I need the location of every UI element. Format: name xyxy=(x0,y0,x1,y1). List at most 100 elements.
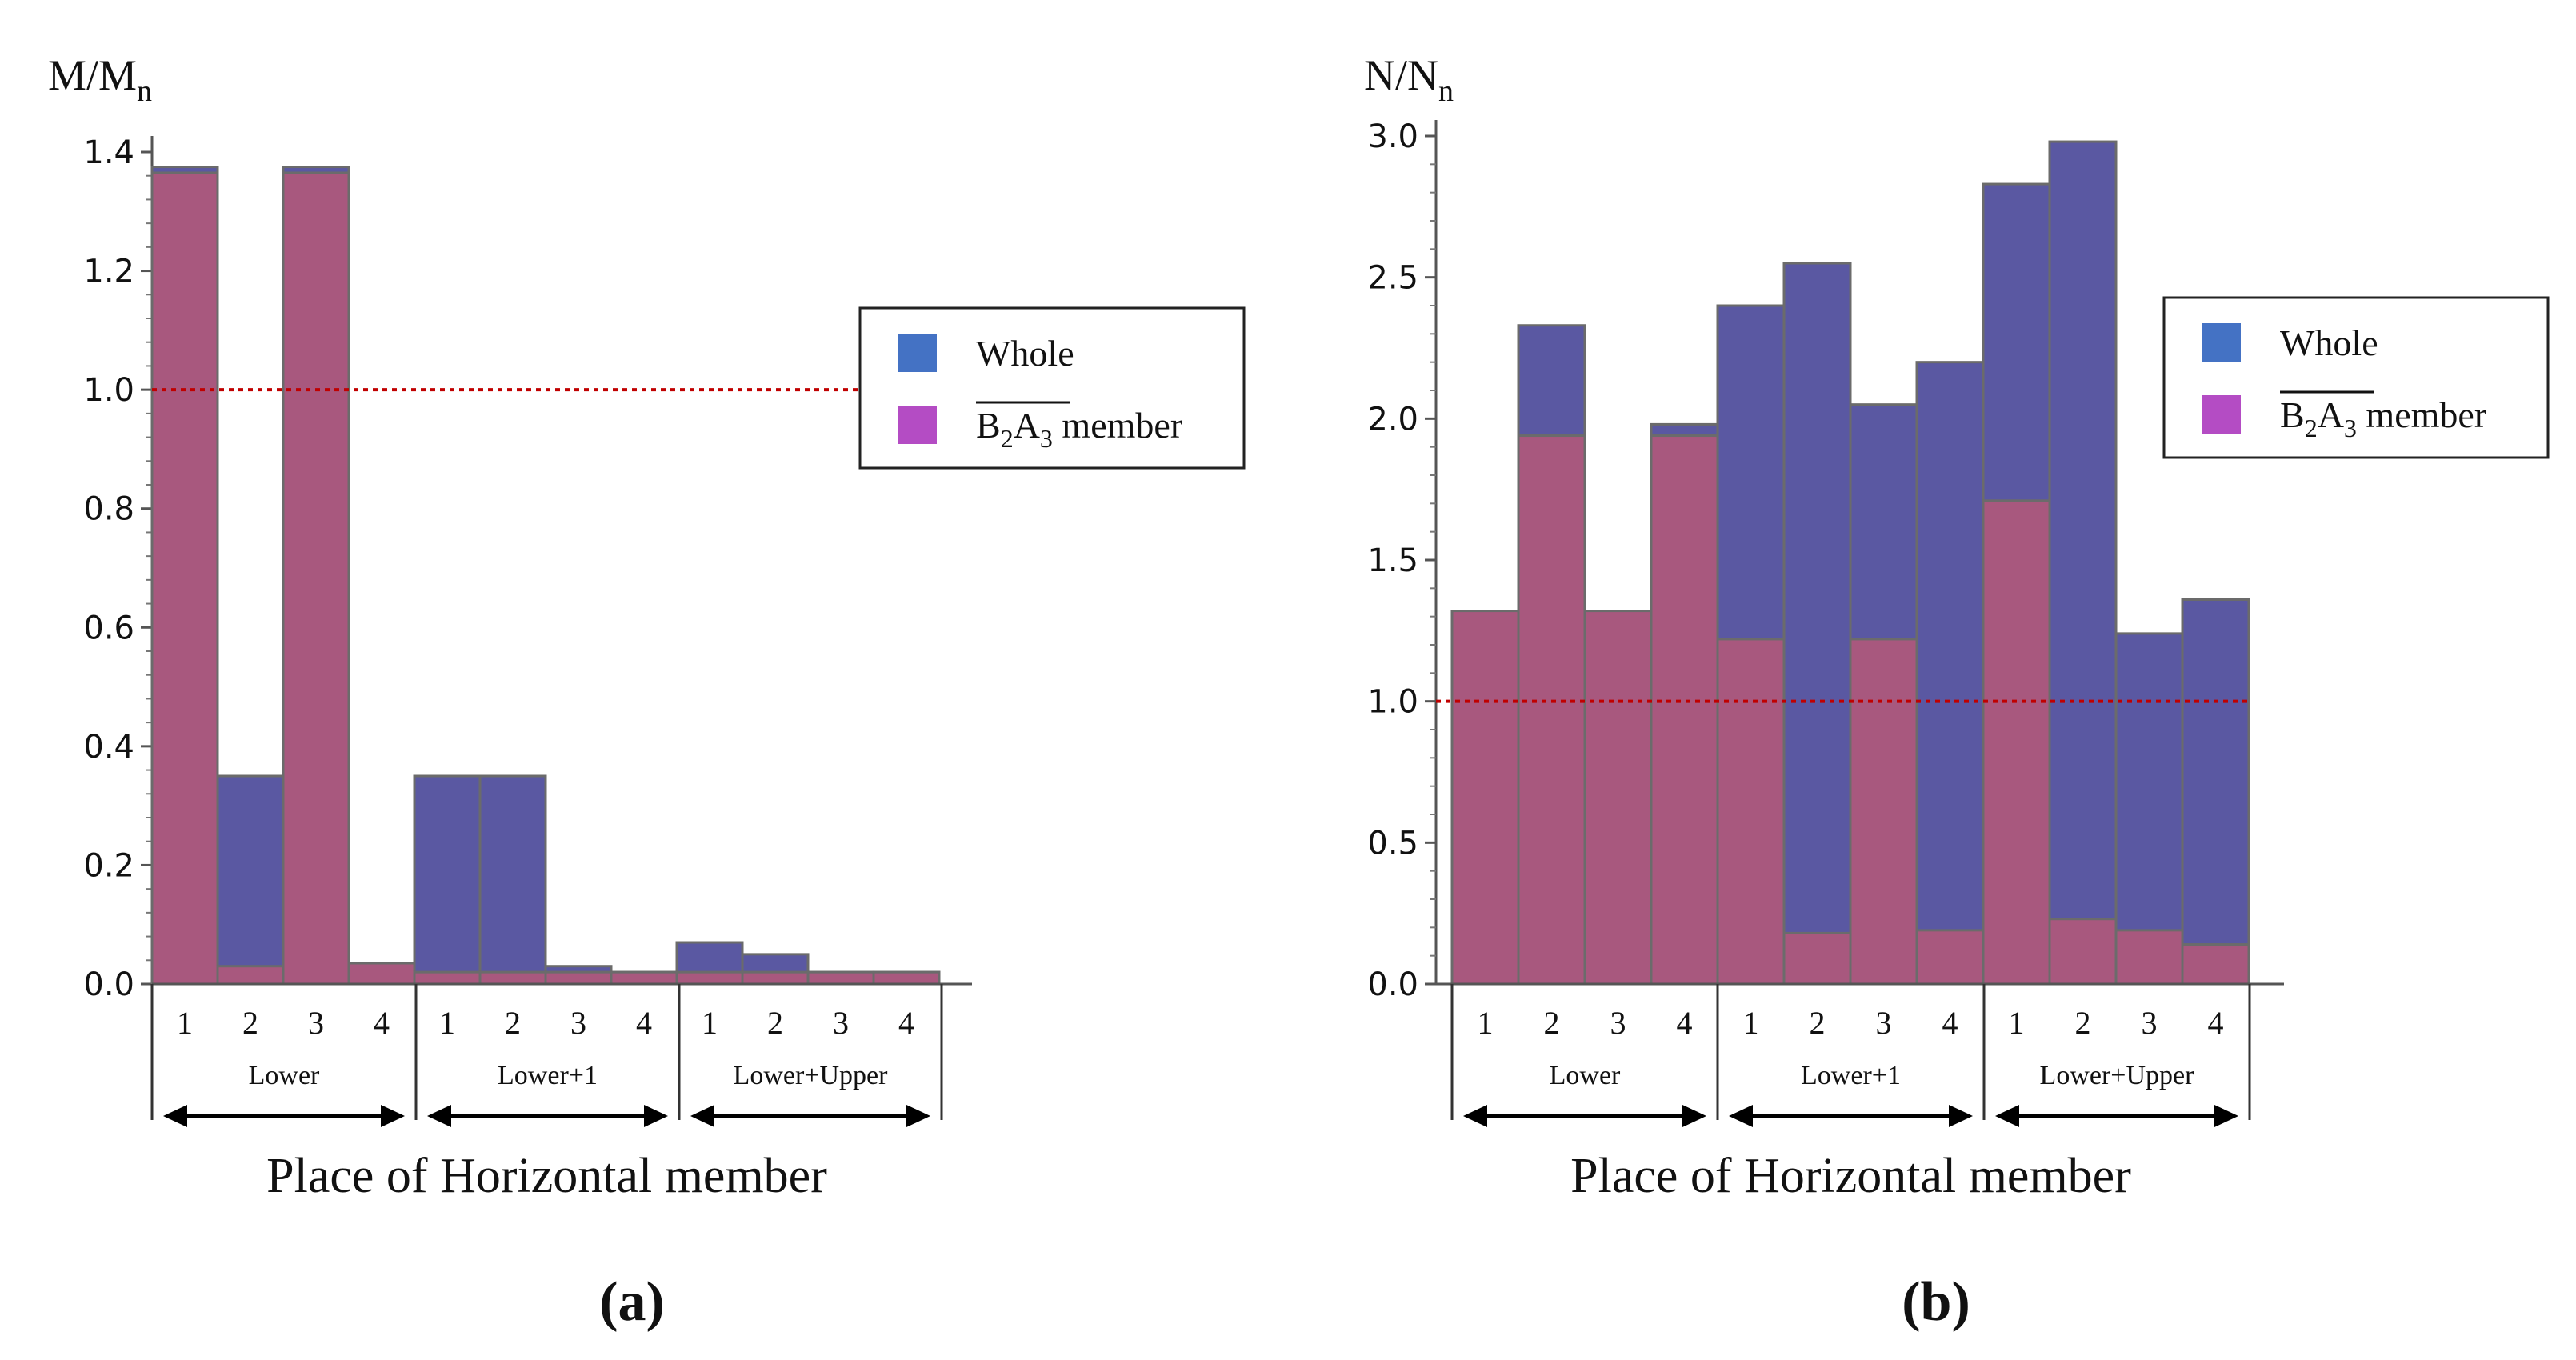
bar-b2a3-member xyxy=(1583,610,1653,986)
group-label: Lower xyxy=(1550,1061,1621,1090)
x-category-label: 1 xyxy=(177,1005,193,1041)
bar-b2a3-member xyxy=(216,965,285,986)
y-tick-label: 0.8 xyxy=(83,491,134,528)
group-arrow-left-head xyxy=(427,1105,451,1127)
y-tick-label: 0.5 xyxy=(1367,825,1418,862)
x-category-label: 2 xyxy=(505,1005,521,1041)
bar-whole xyxy=(413,774,482,986)
legend-label-part: 2 xyxy=(2305,414,2318,442)
panel-label: (a) xyxy=(599,1271,665,1333)
bar-b2a3-member xyxy=(1450,610,1520,986)
x-category-label: 4 xyxy=(898,1005,914,1041)
y-axis-label: M/Mn xyxy=(48,51,152,108)
group-arrow-left-head xyxy=(1729,1105,1753,1127)
legend-swatch-member xyxy=(898,406,937,444)
legend-label-member: B2A3 member xyxy=(976,405,1182,453)
group-arrow-right-head xyxy=(906,1105,930,1127)
x-category-label: 1 xyxy=(702,1005,718,1041)
legend-swatch-member xyxy=(2202,395,2241,434)
bar-b2a3-member xyxy=(1782,931,1852,986)
group-arrow-left-head xyxy=(1995,1105,2019,1127)
panel-label: (b) xyxy=(1902,1271,1970,1333)
group-label: Lower+1 xyxy=(498,1061,598,1090)
x-category-label: 4 xyxy=(374,1005,390,1041)
chart-panel-b: N/Nn0.00.51.01.52.02.53.01 2 3 4 1 2 3 4 1 2 3 4Low… xyxy=(1364,51,2550,1333)
x-category-label: 1 xyxy=(1478,1005,1494,1041)
x-category-label: 1 xyxy=(2009,1005,2025,1041)
bar-whole xyxy=(2048,140,2118,986)
y-axis-label-main: N/N xyxy=(1364,51,1438,99)
group-label: Lower+Upper xyxy=(734,1061,889,1090)
group-arrow-left-head xyxy=(690,1105,714,1127)
x-category-label: 2 xyxy=(2075,1005,2091,1041)
legend-label-part: A xyxy=(2318,394,2344,435)
legend-swatch-whole xyxy=(898,334,937,372)
y-tick-label: 1.2 xyxy=(83,254,134,290)
bar-b2a3-member xyxy=(413,970,482,986)
bar-b2a3-member xyxy=(478,970,547,986)
y-tick-label: 2.0 xyxy=(1367,401,1418,438)
bar-b2a3-member xyxy=(347,962,416,986)
x-category-label: 3 xyxy=(1876,1005,1892,1041)
bar-b2a3-member xyxy=(1915,929,1985,986)
y-tick-label: 2.5 xyxy=(1367,260,1418,297)
y-tick-label: 0.6 xyxy=(83,610,134,646)
legend-label-part: member xyxy=(2357,394,2486,435)
y-tick-label: 3.0 xyxy=(1367,118,1418,155)
bar-b2a3-member xyxy=(675,970,744,986)
group-label: Lower+Upper xyxy=(2040,1061,2195,1090)
group-arrow-left-head xyxy=(1463,1105,1487,1127)
legend-label-whole: Whole xyxy=(2280,322,2378,363)
y-tick-label: 1.0 xyxy=(83,372,134,409)
x-category-label: 3 xyxy=(308,1005,324,1041)
group-arrow-right-head xyxy=(644,1105,668,1127)
bar-b2a3-member xyxy=(806,970,875,986)
bar-whole xyxy=(216,774,285,986)
bar-b2a3-member xyxy=(1982,499,2051,986)
bar-whole xyxy=(2114,632,2184,986)
group-label: Lower+1 xyxy=(1801,1061,1901,1090)
bar-whole xyxy=(1915,361,1985,986)
group-arrow-left-head xyxy=(163,1105,187,1127)
x-category-label: 4 xyxy=(1677,1005,1693,1041)
y-tick-label: 0.0 xyxy=(1367,966,1418,1003)
legend-label-part: 2 xyxy=(1001,424,1014,453)
legend-label-part: B xyxy=(2280,394,2305,435)
bar-b2a3-member xyxy=(282,171,350,986)
x-category-label: 1 xyxy=(1743,1005,1759,1041)
bar-b2a3-member xyxy=(1716,638,1786,986)
x-category-label: 4 xyxy=(636,1005,652,1041)
group-arrow-right-head xyxy=(2214,1105,2238,1127)
legend-swatch-whole xyxy=(2202,323,2241,362)
legend-label-part: member xyxy=(1053,405,1182,446)
bar-b2a3-member xyxy=(872,970,941,986)
y-tick-label: 1.4 xyxy=(83,134,134,171)
bar-b2a3-member xyxy=(1650,434,1719,986)
x-category-label: 2 xyxy=(242,1005,258,1041)
y-axis-label-sub: n xyxy=(1438,74,1454,108)
x-axis-label: Place of Horizontal member xyxy=(266,1149,827,1203)
bar-b2a3-member xyxy=(741,970,810,986)
bar-whole xyxy=(1782,262,1852,986)
y-tick-label: 0.0 xyxy=(83,966,134,1003)
x-category-label: 2 xyxy=(767,1005,783,1041)
bar-b2a3-member xyxy=(610,970,678,986)
y-axis-label-main: M/M xyxy=(48,51,137,99)
chart-panel-a: M/Mn0.00.20.40.60.81.01.21.41 2 3 4 1 2 3 4 1 2 3 4… xyxy=(48,51,1246,1333)
bar-b2a3-member xyxy=(2114,929,2184,986)
x-category-label: 2 xyxy=(1544,1005,1560,1041)
y-tick-label: 1.0 xyxy=(1367,684,1418,721)
group-arrow-right-head xyxy=(1682,1105,1706,1127)
bar-b2a3-member xyxy=(544,970,613,986)
y-tick-label: 1.5 xyxy=(1367,542,1418,579)
bar-b2a3-member xyxy=(1517,434,1586,986)
x-category-label: 4 xyxy=(2208,1005,2224,1041)
x-category-label: 1 xyxy=(439,1005,455,1041)
x-category-label: 3 xyxy=(1610,1005,1626,1041)
group-arrow-right-head xyxy=(1949,1105,1973,1127)
x-category-label: 3 xyxy=(833,1005,849,1041)
bar-b2a3-member xyxy=(150,171,219,986)
x-category-label: 3 xyxy=(2142,1005,2158,1041)
bar-whole xyxy=(2181,598,2250,986)
